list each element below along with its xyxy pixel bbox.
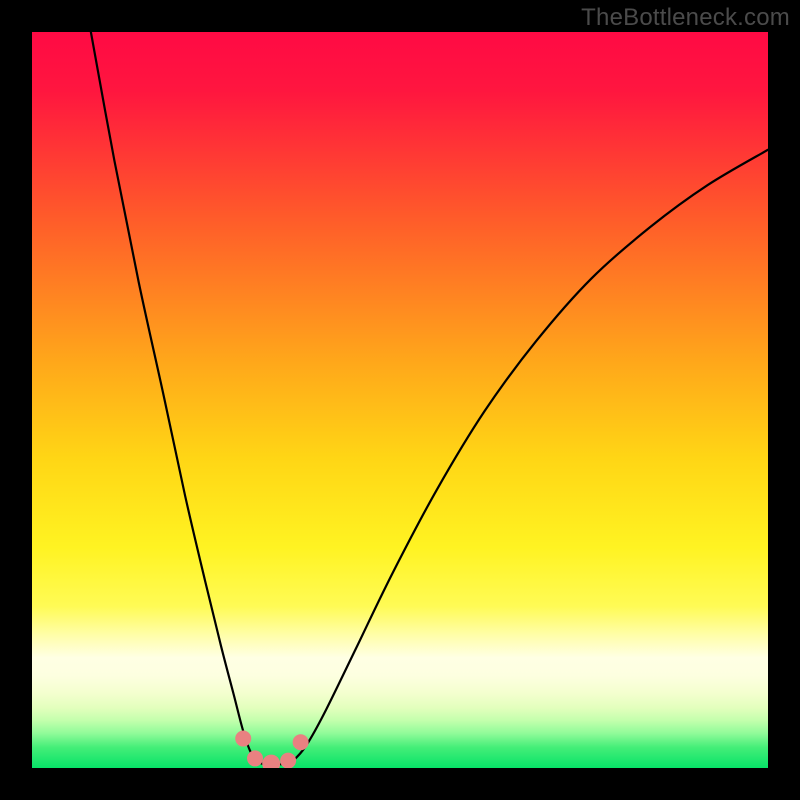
gradient-background [32,32,768,768]
curve-marker [247,750,263,766]
plot-area [32,32,768,768]
curve-marker [293,734,309,750]
curve-marker [280,753,296,768]
watermark-text: TheBottleneck.com [581,4,790,32]
curve-marker [235,731,251,747]
chart-stage: TheBottleneck.com [0,0,800,800]
plot-svg [32,32,768,768]
